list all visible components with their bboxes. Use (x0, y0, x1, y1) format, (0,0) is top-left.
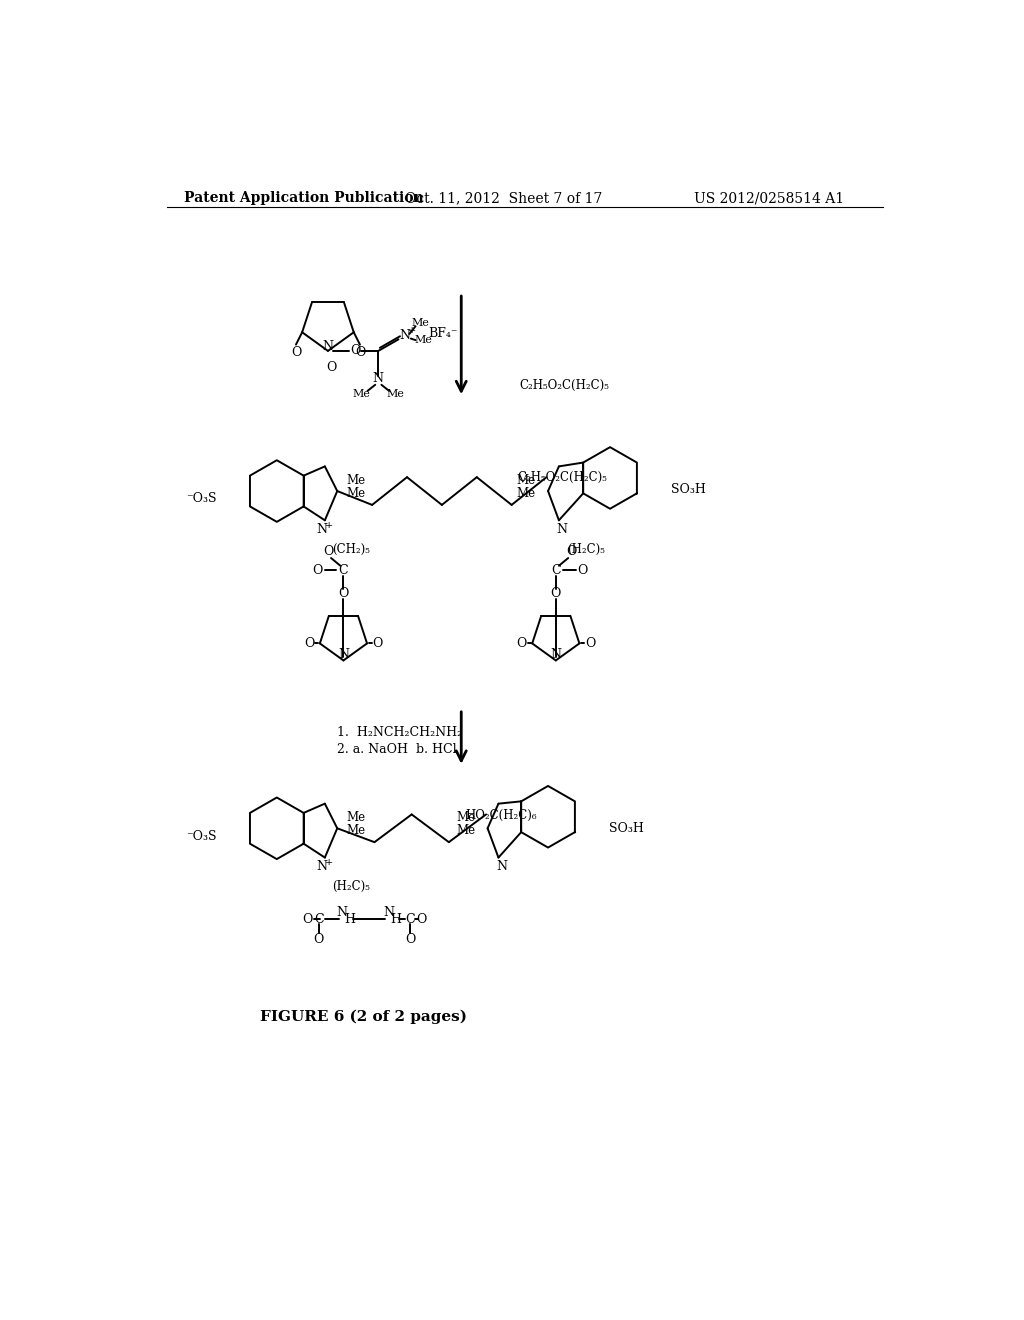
Text: 1.  H₂NCH₂CH₂NH₂: 1. H₂NCH₂CH₂NH₂ (337, 726, 463, 739)
Text: Me: Me (346, 487, 366, 500)
Text: O: O (312, 564, 323, 577)
Text: O: O (338, 587, 348, 601)
Text: N: N (316, 523, 328, 536)
Text: C: C (551, 564, 560, 577)
Text: C₂H₅O₂C(H₂C)₅: C₂H₅O₂C(H₂C)₅ (517, 471, 607, 484)
Text: H: H (390, 912, 401, 925)
Text: +: + (326, 858, 334, 867)
Text: C: C (406, 912, 415, 925)
Text: Me: Me (352, 389, 371, 399)
Text: N: N (316, 861, 328, 874)
Text: BF₄⁻: BF₄⁻ (429, 327, 458, 341)
Text: ⁻O₃S: ⁻O₃S (185, 492, 216, 506)
Text: SO₃H: SO₃H (608, 822, 643, 834)
Text: (H₂C)₅: (H₂C)₅ (566, 543, 604, 556)
Text: O: O (303, 912, 313, 925)
Text: N: N (550, 648, 561, 661)
Text: Me: Me (346, 810, 366, 824)
Text: O: O (291, 346, 301, 359)
Text: N: N (399, 329, 411, 342)
Text: (CH₂)₅: (CH₂)₅ (333, 543, 371, 556)
Text: C: C (313, 912, 324, 925)
Text: O: O (404, 933, 416, 946)
Text: +: + (326, 521, 334, 531)
Text: Me: Me (412, 318, 429, 329)
Text: ⁻O₃S: ⁻O₃S (185, 829, 216, 842)
Text: HO₂C(H₂C)₆: HO₂C(H₂C)₆ (466, 809, 538, 822)
Text: Me: Me (456, 810, 475, 824)
Text: N: N (556, 523, 567, 536)
Text: Patent Application Publication: Patent Application Publication (183, 191, 424, 206)
Text: Me: Me (386, 389, 404, 399)
Text: US 2012/0258514 A1: US 2012/0258514 A1 (693, 191, 844, 206)
Text: O: O (304, 638, 314, 649)
Text: SO₃H: SO₃H (671, 483, 706, 496)
Text: Oct. 11, 2012  Sheet 7 of 17: Oct. 11, 2012 Sheet 7 of 17 (406, 191, 603, 206)
Text: O: O (313, 933, 324, 946)
Text: O: O (585, 638, 595, 649)
Text: N: N (323, 339, 334, 352)
Text: O: O (551, 587, 561, 601)
Text: Me: Me (456, 824, 475, 837)
Text: H: H (344, 912, 355, 925)
Text: O: O (350, 345, 360, 358)
Text: N: N (337, 907, 347, 920)
Text: N: N (338, 648, 349, 661)
Text: O: O (373, 638, 383, 649)
Text: O: O (516, 638, 526, 649)
Text: Me: Me (516, 474, 536, 487)
Text: (H₂C)₅: (H₂C)₅ (333, 880, 371, 894)
Text: FIGURE 6 (2 of 2 pages): FIGURE 6 (2 of 2 pages) (260, 1010, 467, 1024)
Text: N: N (373, 372, 384, 385)
Text: N: N (383, 907, 394, 920)
Text: Me: Me (516, 487, 536, 500)
Text: O: O (566, 545, 577, 558)
Text: Me: Me (346, 474, 366, 487)
Text: O: O (323, 545, 333, 558)
Text: O: O (577, 564, 588, 577)
Text: C: C (339, 564, 348, 577)
Text: Me: Me (415, 335, 432, 345)
Text: Me: Me (346, 824, 366, 837)
Text: O: O (416, 912, 426, 925)
Text: +: + (408, 326, 416, 335)
Text: C₂H₅O₂C(H₂C)₅: C₂H₅O₂C(H₂C)₅ (519, 379, 609, 392)
Text: O: O (354, 346, 366, 359)
Text: 2. a. NaOH  b. HCl: 2. a. NaOH b. HCl (337, 743, 457, 756)
Text: N: N (496, 861, 507, 874)
Text: O: O (326, 362, 336, 375)
